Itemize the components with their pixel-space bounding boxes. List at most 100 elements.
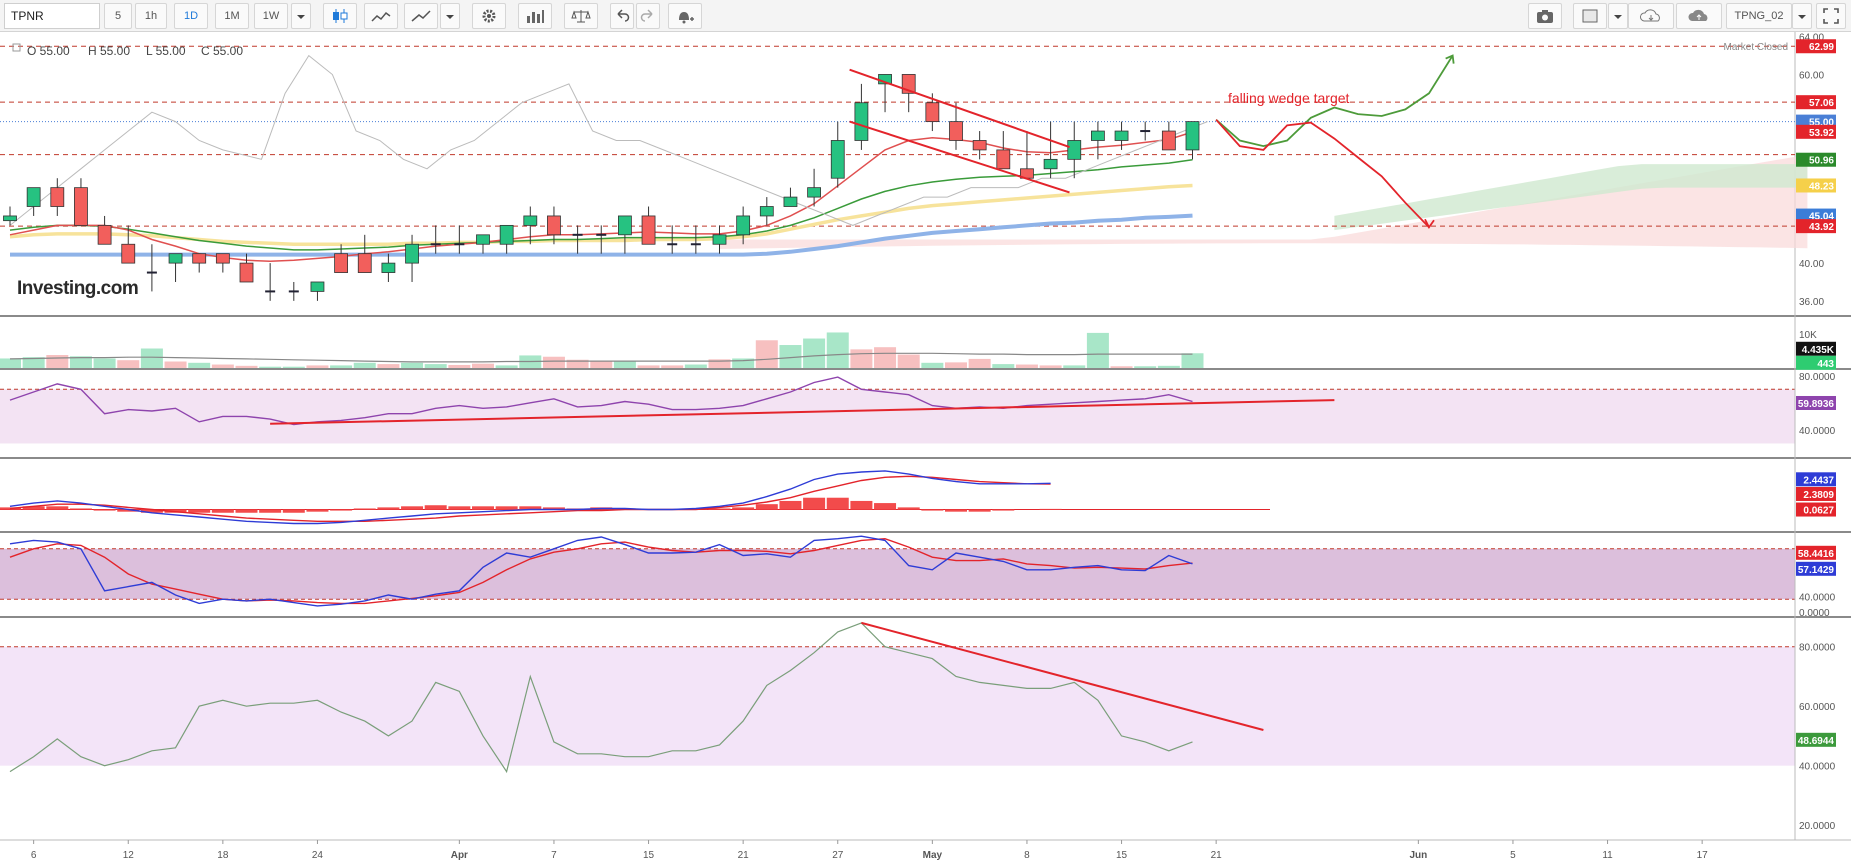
time-tick-label: 17: [1697, 850, 1709, 861]
drawing-tools-button[interactable]: [404, 3, 438, 29]
interval-1w[interactable]: 1W: [254, 3, 288, 29]
volume-bar: [1181, 353, 1204, 368]
time-tick-label: Jun: [1409, 850, 1427, 861]
macd-histogram-bar: [542, 507, 565, 510]
candle-down: [357, 253, 372, 273]
layout-dropdown[interactable]: [1608, 3, 1628, 29]
volume-bar: [472, 363, 494, 368]
redo-button[interactable]: [636, 3, 660, 29]
volume-bar: [992, 364, 1015, 368]
macd-tag: 0.0627: [1803, 506, 1834, 517]
interval-dropdown[interactable]: [291, 3, 311, 29]
candle-down: [641, 215, 656, 245]
adx-trendline: [861, 621, 1264, 731]
candle-down: [972, 140, 987, 151]
volume-bar: [448, 364, 471, 368]
candle-up: [381, 262, 396, 273]
macd-histogram-bar: [945, 509, 967, 512]
stoch-band: [0, 548, 1795, 600]
candle-down: [215, 253, 230, 264]
time-axis: 6 12 18 24 Apr 7 15 21 27 May 8 15 21 Jun 5 11 17: [31, 840, 1708, 861]
chart-name-button[interactable]: TPNG_02: [1726, 3, 1792, 29]
macd-histogram-bar: [968, 509, 991, 512]
price-tag: 45.04: [1809, 212, 1834, 223]
macd-histogram-bar: [22, 506, 45, 510]
ohlc-low: L 55.00: [146, 44, 186, 58]
volume-bar: [755, 340, 778, 368]
candle-down: [121, 243, 136, 264]
macd-line: [9, 470, 1051, 525]
settings-button[interactable]: [472, 3, 506, 29]
volume-bar: [661, 365, 684, 368]
macd-histogram-bar: [377, 507, 400, 510]
ohlc-high: H 55.00: [88, 44, 130, 58]
camera-icon: [1537, 10, 1553, 23]
macd-histogram-bar: [448, 506, 471, 510]
chart-name-dropdown[interactable]: [1792, 3, 1812, 29]
annotation-text: falling wedge target: [1228, 90, 1350, 106]
indicators-button[interactable]: [364, 3, 398, 29]
compare-button[interactable]: [564, 3, 598, 29]
time-tick-label: 27: [832, 850, 844, 861]
cloud-upload-icon: [1688, 9, 1708, 21]
candles-button[interactable]: [323, 3, 357, 29]
volume-bar: [637, 365, 660, 368]
volume-bar: [164, 361, 187, 368]
alert-button[interactable]: [668, 3, 702, 29]
candlestick-icon: [333, 9, 348, 23]
macd-histogram-bar: [850, 500, 873, 510]
volume-tag: 4.435K: [1802, 345, 1835, 356]
candle-up: [1091, 130, 1105, 141]
volume-bar: [779, 345, 802, 368]
load-chart-button[interactable]: [1628, 3, 1674, 29]
fullscreen-button[interactable]: [1816, 3, 1846, 29]
studies-button[interactable]: [518, 3, 552, 29]
rsi-tick-label: 40.0000: [1799, 426, 1836, 437]
price-tag: 57.06: [1809, 98, 1834, 109]
undo-button[interactable]: [610, 3, 634, 29]
macd-tag-bg: [1796, 472, 1836, 487]
macd-histogram-bar: [472, 506, 494, 510]
volume-bar: [353, 362, 376, 368]
time-tick-label: 15: [643, 850, 655, 861]
adx-tick-label: 20.0000: [1799, 821, 1836, 832]
price-tag-bg: [1796, 208, 1836, 223]
candle-down: [1161, 130, 1176, 151]
indicator-bands: [0, 388, 1795, 766]
interval-5[interactable]: 5: [104, 3, 132, 29]
chart-area[interactable]: 36.0040.0060.0064.0010K80.000040.000040.…: [0, 32, 1851, 867]
cloud-red: [719, 154, 1808, 249]
macd-histogram-bar: [803, 497, 826, 510]
legend-toggle-icon[interactable]: [12, 43, 21, 52]
macd-histogram-bar: [826, 497, 849, 510]
price-tick-label: 60.00: [1799, 70, 1824, 81]
symbol-input[interactable]: TPNR: [4, 3, 100, 29]
macd-histogram-bar: [282, 509, 305, 513]
time-tick-label: 18: [217, 850, 229, 861]
volume-bar: [542, 356, 565, 368]
volume-bar: [22, 357, 45, 368]
adx-tick-label: 80.0000: [1799, 643, 1836, 654]
save-chart-button[interactable]: [1676, 3, 1722, 29]
volume-tag-bg: [1796, 341, 1836, 356]
macd-histogram-bar: [732, 507, 755, 510]
projection-down: [1215, 119, 1430, 228]
macd-histogram-bar: [188, 509, 211, 513]
interval-1m[interactable]: 1M: [215, 3, 249, 29]
volume-bar: [1039, 365, 1062, 368]
interval-1h[interactable]: 1h: [135, 3, 167, 29]
square-icon: [1582, 9, 1598, 23]
volume-bar: [401, 362, 424, 368]
candle-up: [476, 234, 490, 245]
candle-down: [547, 215, 561, 236]
layout-button[interactable]: [1573, 3, 1607, 29]
screenshot-button[interactable]: [1528, 3, 1562, 29]
macd-histogram-bar: [46, 506, 69, 510]
trend-icon: [411, 10, 431, 22]
price-tag-bg: [1796, 219, 1836, 234]
candle-up: [807, 187, 821, 198]
drawing-dropdown[interactable]: [440, 3, 460, 29]
interval-1d[interactable]: 1D: [174, 3, 208, 29]
time-tick-label: 5: [1510, 850, 1516, 861]
cloud-download-icon: [1640, 9, 1660, 22]
